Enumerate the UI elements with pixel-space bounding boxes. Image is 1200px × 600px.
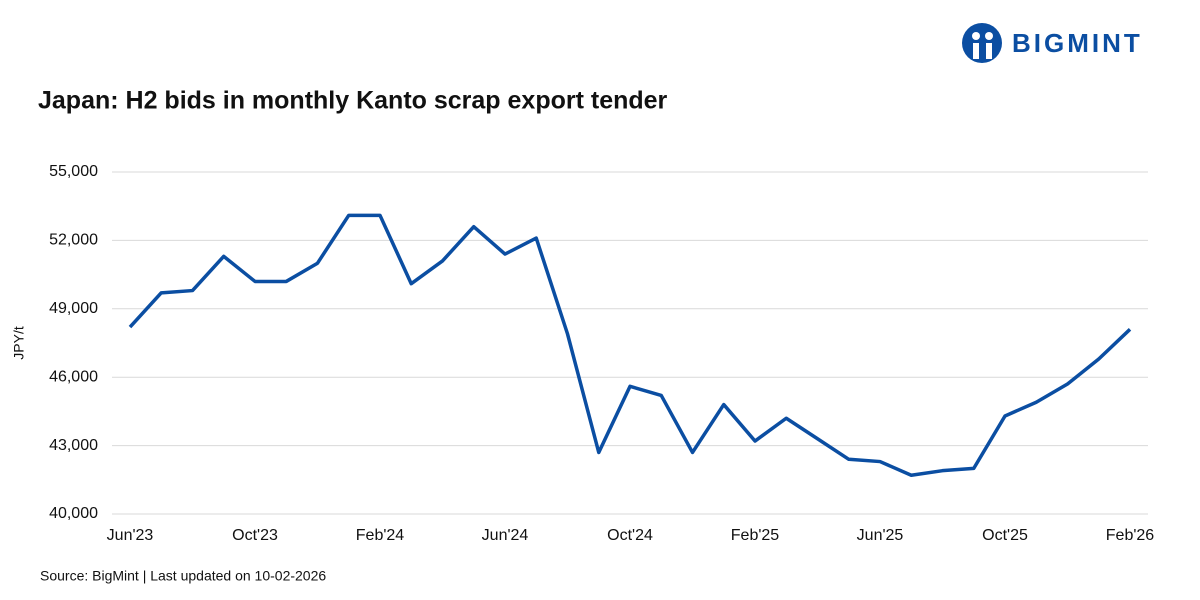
y-tick-label: 46,000 — [49, 368, 98, 385]
x-tick-label: Feb'24 — [356, 527, 405, 544]
logo-icon — [985, 32, 993, 40]
logo-icon — [972, 32, 980, 40]
brand-name: BIGMINT — [1012, 28, 1143, 58]
x-tick-label: Jun'23 — [107, 527, 154, 544]
y-tick-label: 52,000 — [49, 232, 98, 249]
logo-icon — [962, 23, 1002, 63]
y-tick-label: 49,000 — [49, 300, 98, 317]
y-axis-label: JPY/t — [11, 326, 27, 360]
y-tick-label: 40,000 — [49, 505, 98, 522]
x-tick-label: Oct'25 — [982, 527, 1028, 544]
y-tick-label: 55,000 — [49, 163, 98, 180]
x-tick-label: Feb'26 — [1106, 527, 1155, 544]
x-tick-label: Oct'23 — [232, 527, 278, 544]
brand-logo: BIGMINT — [962, 23, 1143, 63]
x-tick-label: Jun'25 — [857, 527, 904, 544]
x-tick-label: Oct'24 — [607, 527, 653, 544]
y-tick-label: 43,000 — [49, 437, 98, 454]
x-tick-label: Jun'24 — [482, 527, 529, 544]
data-line — [128, 213, 1132, 477]
logo-icon — [986, 43, 992, 59]
logo-icon — [973, 43, 979, 59]
chart-title: Japan: H2 bids in monthly Kanto scrap ex… — [38, 87, 668, 115]
x-tick-label: Feb'25 — [731, 527, 780, 544]
source-note: Source: BigMint | Last updated on 10-02-… — [40, 568, 326, 584]
